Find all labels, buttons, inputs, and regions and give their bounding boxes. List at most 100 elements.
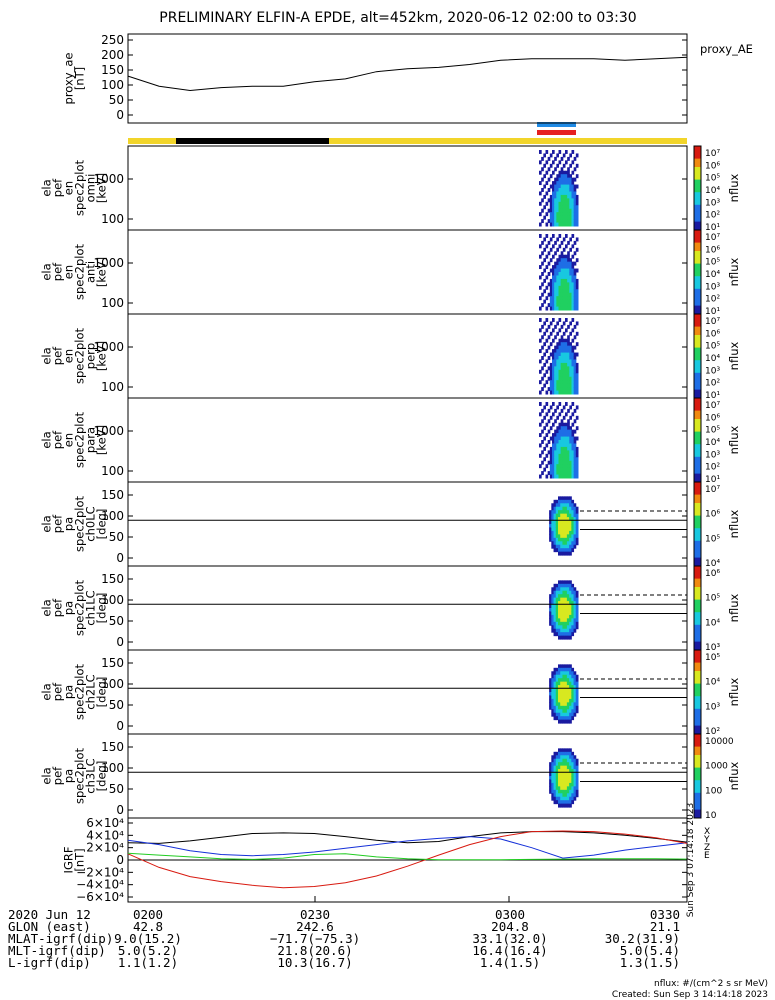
colorbar-segment bbox=[694, 587, 701, 592]
spectrogram-cell bbox=[567, 429, 570, 434]
colorbar-segment bbox=[694, 671, 701, 676]
spectrogram-cell bbox=[564, 796, 568, 801]
spectrogram-cell bbox=[565, 446, 568, 451]
spectrogram-cell bbox=[553, 590, 557, 595]
spectrogram-cell bbox=[566, 692, 570, 696]
spectrogram-cell bbox=[560, 440, 564, 444]
spectrogram-cell bbox=[552, 369, 555, 374]
panel-igrf: IGRF[nT]6×10⁴4×10⁴2×10⁴0−2×10⁴−4×10⁴−6×1… bbox=[62, 803, 711, 918]
ylabel-spec-anti: spec2plot bbox=[73, 243, 87, 300]
spectrogram-cell bbox=[562, 800, 566, 805]
spectrogram-cell bbox=[566, 772, 570, 777]
spectrogram-cell bbox=[573, 762, 577, 767]
spectrogram-cell bbox=[567, 303, 570, 308]
spectrogram-cell bbox=[569, 429, 572, 434]
ytick-label: 100 bbox=[101, 593, 124, 607]
spectrogram-cell bbox=[560, 457, 564, 462]
spectrogram-cell bbox=[575, 621, 579, 626]
colorbar-label: nflux bbox=[727, 173, 741, 202]
spectrogram-cell bbox=[571, 594, 575, 599]
ylabel-pa-ch0: pa bbox=[62, 517, 76, 531]
spectrogram-cell bbox=[562, 380, 566, 385]
spectrogram-cell bbox=[558, 198, 562, 203]
footer-row-label: MLAT-igrf(dip) bbox=[8, 931, 113, 946]
spectrogram-cell bbox=[558, 443, 562, 448]
spectrogram-cell bbox=[560, 289, 564, 294]
spectrogram-cell bbox=[560, 758, 563, 763]
spectrogram-cell bbox=[554, 240, 557, 245]
spectrogram-cell bbox=[549, 604, 552, 609]
spectrogram-cell bbox=[566, 587, 570, 592]
spectrogram-cell bbox=[549, 457, 553, 462]
ytick-label: 150 bbox=[101, 656, 124, 670]
colorbar-segment bbox=[694, 624, 701, 630]
colorbar-segment bbox=[694, 595, 701, 601]
spectrogram-cell bbox=[545, 318, 549, 322]
spectrogram-cell bbox=[555, 776, 559, 780]
spectrogram-cell bbox=[564, 520, 568, 525]
spectrogram-cell bbox=[564, 751, 568, 756]
colorbar-tick: 10⁵ bbox=[705, 653, 720, 663]
spectrogram-cell bbox=[554, 443, 557, 448]
spectrogram-cell bbox=[558, 698, 561, 703]
spectrogram-cell bbox=[560, 524, 563, 528]
spectrogram-cell bbox=[562, 303, 566, 308]
spectrogram-cell bbox=[575, 524, 579, 528]
spectrogram-cell bbox=[555, 530, 559, 535]
spectrogram-cell bbox=[566, 594, 570, 599]
proxy-ae-legend: proxy_AE bbox=[700, 42, 753, 56]
spectrogram-cell bbox=[555, 688, 559, 693]
spectrogram-cell bbox=[549, 366, 553, 371]
spectrogram-cell bbox=[562, 530, 566, 535]
spectrogram-cell bbox=[558, 583, 561, 588]
spectrogram-cell bbox=[539, 160, 542, 165]
spectrogram-cell bbox=[558, 282, 562, 287]
spectrogram-cell bbox=[558, 597, 561, 602]
spectrogram-cell bbox=[554, 436, 557, 441]
spectrogram-cell bbox=[562, 793, 566, 798]
colorbar-segment bbox=[694, 801, 701, 806]
spectrogram-cell bbox=[573, 208, 577, 213]
spectrogram-cell bbox=[558, 265, 562, 270]
spectrogram-cell bbox=[565, 201, 568, 206]
colorbar-segment bbox=[694, 637, 701, 643]
spectrogram-cell bbox=[555, 709, 559, 714]
spectrogram-cell bbox=[573, 369, 577, 374]
spectrogram-cell bbox=[539, 390, 542, 395]
spectrogram-cell bbox=[552, 184, 555, 189]
ytick-label: 150 bbox=[101, 63, 124, 77]
spectrogram-cell bbox=[539, 453, 542, 458]
spectrogram-cell bbox=[566, 755, 570, 760]
spectrogram-cell bbox=[566, 510, 570, 515]
spectrogram-cell bbox=[575, 789, 579, 794]
spectrogram-cell bbox=[566, 674, 570, 679]
colorbar-tick: 10⁷ bbox=[705, 485, 720, 495]
spectrogram-cell bbox=[543, 247, 546, 252]
spectrogram-cell bbox=[553, 510, 557, 515]
spectrogram-cell bbox=[539, 474, 542, 479]
spectrogram-cell bbox=[552, 194, 555, 199]
spectrogram-cell bbox=[560, 265, 564, 270]
spectrogram-cell bbox=[551, 772, 555, 777]
spectrogram-cell bbox=[565, 219, 568, 224]
ylabel-spec-para: para bbox=[84, 427, 98, 453]
spectrogram-cell bbox=[573, 440, 577, 444]
spectrogram-cell bbox=[562, 359, 566, 364]
spectrogram-cell bbox=[560, 765, 563, 770]
spectrogram-cell bbox=[562, 390, 566, 395]
spectrogram-cell bbox=[539, 244, 542, 249]
spectrogram-cell bbox=[569, 548, 572, 553]
spectrogram-cell bbox=[541, 471, 544, 476]
footer-value: 10.3(16.7) bbox=[277, 955, 352, 970]
spectrogram-cell bbox=[560, 170, 564, 175]
spectrogram-cell bbox=[545, 349, 549, 354]
spectrogram-cell bbox=[552, 208, 555, 213]
spectrogram-cell bbox=[558, 318, 562, 322]
spectrogram-cell bbox=[562, 201, 566, 206]
colorbar-segment bbox=[694, 721, 701, 727]
spectrogram-cell bbox=[558, 362, 562, 367]
spectrogram-cell bbox=[571, 460, 575, 465]
spectrogram-data bbox=[549, 496, 579, 556]
spectrogram-cell bbox=[565, 184, 568, 189]
